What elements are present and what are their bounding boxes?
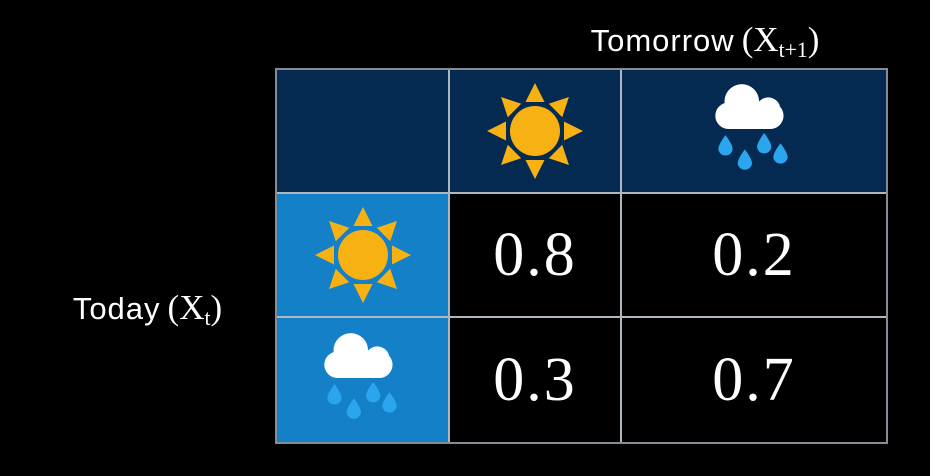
- column-axis-math: (Xt+1): [741, 20, 820, 63]
- column-axis-text: Tomorrow: [590, 23, 735, 58]
- prob-cell-sunny-rainy: 0.2: [622, 194, 886, 316]
- header-cell-sunny: [450, 70, 620, 192]
- cloud-shape: [323, 333, 393, 378]
- math-close: ): [210, 288, 223, 327]
- math-open: (X: [167, 288, 205, 327]
- rain-cloud-icon: [715, 84, 788, 170]
- corner-cell: [277, 70, 448, 192]
- sun-icon: [487, 83, 583, 179]
- probability-value: 0.2: [712, 221, 796, 289]
- math-close: ): [807, 20, 820, 59]
- column-axis-label: Tomorrow (Xt+1): [490, 20, 920, 63]
- raindrops: [326, 382, 397, 419]
- row-header-rainy: [277, 318, 448, 442]
- cloud-shape: [715, 84, 784, 129]
- sun-icon: [314, 207, 411, 303]
- math-open: (X: [741, 20, 779, 59]
- row-axis-text: Today: [72, 291, 161, 326]
- math-subscript: t+1: [778, 38, 808, 63]
- row-axis-math: (Xt): [167, 288, 223, 331]
- row-header-sunny: [277, 194, 448, 316]
- prob-cell-rainy-sunny: 0.3: [450, 318, 620, 442]
- rain-cloud-icon: [323, 333, 397, 419]
- row-axis-label: Today (Xt): [25, 288, 270, 331]
- raindrops: [718, 133, 788, 170]
- prob-cell-sunny-sunny: 0.8: [450, 194, 620, 316]
- probability-value: 0.7: [712, 346, 796, 414]
- transition-table: 0.8 0.2 0.3: [275, 68, 888, 444]
- prob-cell-rainy-rainy: 0.7: [622, 318, 886, 442]
- math-subscript: t: [204, 306, 211, 331]
- probability-value: 0.3: [493, 346, 577, 414]
- probability-value: 0.8: [493, 221, 577, 289]
- header-cell-rainy: [622, 70, 886, 192]
